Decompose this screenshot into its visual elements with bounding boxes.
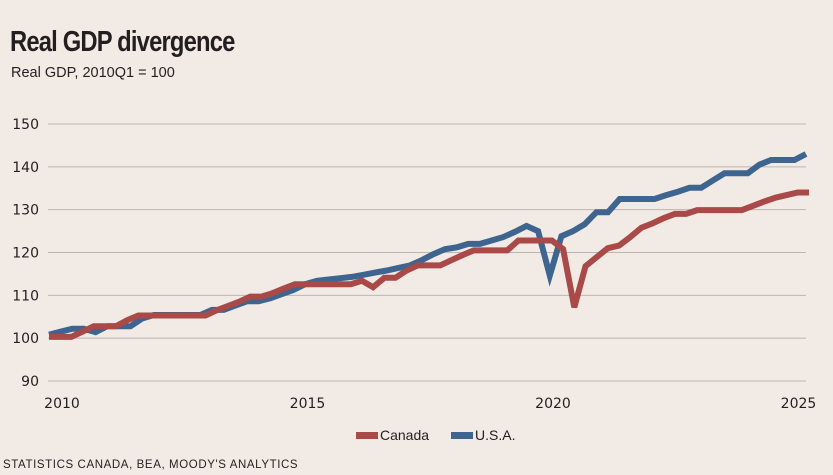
legend: Canada U.S.A. bbox=[356, 427, 538, 443]
y-tick-label: 140 bbox=[12, 160, 39, 176]
source-note: STATISTICS CANADA, BEA, MOODY'S ANALYTIC… bbox=[3, 459, 299, 471]
series-lines bbox=[48, 151, 809, 340]
y-tick-label: 130 bbox=[12, 203, 39, 219]
series-line-usa bbox=[48, 151, 808, 338]
x-tick-label: 2015 bbox=[290, 396, 326, 412]
x-axis-ticks: 2010 2015 2020 2025 bbox=[44, 396, 816, 412]
legend-label-usa: U.S.A. bbox=[475, 427, 516, 443]
x-tick-label: 2020 bbox=[535, 396, 571, 412]
legend-swatch-canada bbox=[356, 431, 378, 439]
legend-label-canada: Canada bbox=[380, 427, 430, 443]
series-line-canada bbox=[49, 189, 809, 340]
chart-subtitle: Real GDP, 2010Q1 = 100 bbox=[11, 65, 175, 81]
y-tick-label: 150 bbox=[12, 117, 39, 133]
x-tick-label: 2010 bbox=[44, 396, 80, 412]
y-tick-label: 120 bbox=[12, 246, 39, 262]
y-tick-label: 90 bbox=[21, 374, 39, 390]
chart-title: Real GDP divergence bbox=[10, 26, 235, 58]
x-tick-label: 2025 bbox=[781, 396, 817, 412]
legend-swatch-usa bbox=[451, 431, 474, 439]
legend-item-canada: Canada bbox=[356, 427, 429, 443]
gridlines bbox=[48, 123, 806, 382]
y-tick-label: 110 bbox=[12, 288, 39, 304]
legend-item-usa: U.S.A. bbox=[451, 427, 516, 443]
y-axis-ticks: 90 100 110 120 130 140 150 bbox=[12, 117, 39, 390]
y-tick-label: 100 bbox=[12, 331, 39, 347]
